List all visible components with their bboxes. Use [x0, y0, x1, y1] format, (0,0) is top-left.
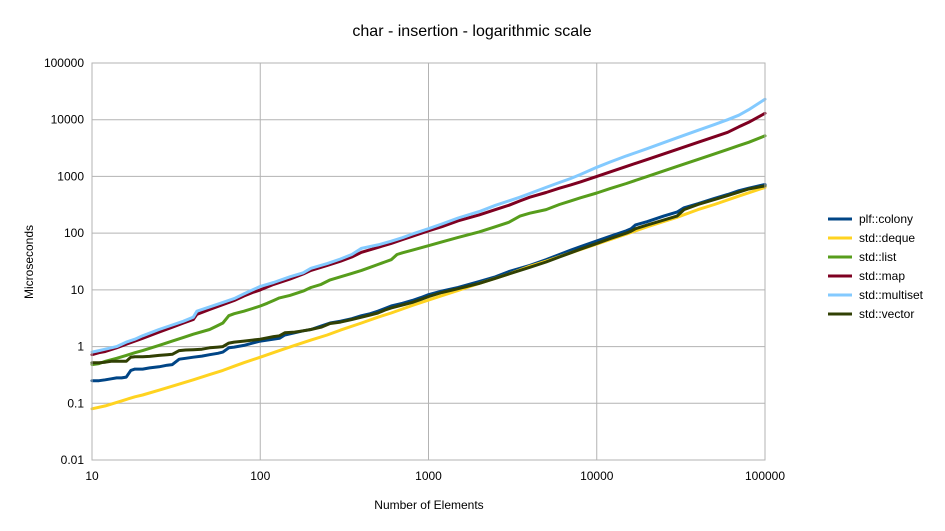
y-tick-label: 0.01	[61, 453, 85, 467]
x-tick-label: 10	[85, 469, 99, 483]
y-axis-ticks: 0.01 0.1 1 10 100 1000 10000 100000	[44, 56, 84, 467]
y-tick-label: 10000	[51, 113, 85, 127]
legend-label-std-list: std::list	[859, 250, 897, 264]
plot-area	[90, 97, 767, 411]
grid	[91, 62, 766, 461]
y-tick-label: 1000	[57, 169, 84, 183]
x-tick-label: 1000	[415, 469, 442, 483]
x-tick-label: 10000	[580, 469, 614, 483]
legend: plf::colonystd::dequestd::liststd::mapst…	[828, 212, 924, 321]
legend-label-plf-colony: plf::colony	[859, 212, 913, 226]
series-line-std-multiset	[90, 97, 767, 354]
y-tick-label: 100	[64, 226, 84, 240]
y-tick-label: 100000	[44, 56, 84, 70]
series-line-std-list	[90, 134, 767, 367]
legend-label-std-map: std::map	[859, 269, 905, 283]
series-line-std-map	[90, 111, 767, 357]
y-axis-label: Microseconds	[22, 225, 36, 299]
legend-label-std-deque: std::deque	[859, 231, 915, 245]
chart-title: char - insertion - logarithmic scale	[352, 23, 591, 40]
legend-label-std-vector: std::vector	[859, 307, 914, 321]
x-axis-ticks: 10 100 1000 10000 100000	[85, 469, 785, 483]
y-tick-label: 1	[77, 340, 84, 354]
legend-label-std-multiset: std::multiset	[859, 288, 924, 302]
y-tick-label: 10	[71, 283, 85, 297]
x-tick-label: 100000	[745, 469, 785, 483]
y-tick-label: 0.1	[67, 396, 84, 410]
plot-frame	[91, 62, 766, 461]
x-tick-label: 100	[250, 469, 270, 483]
x-axis-label: Number of Elements	[374, 498, 483, 512]
series-line-std-vector	[90, 184, 767, 365]
